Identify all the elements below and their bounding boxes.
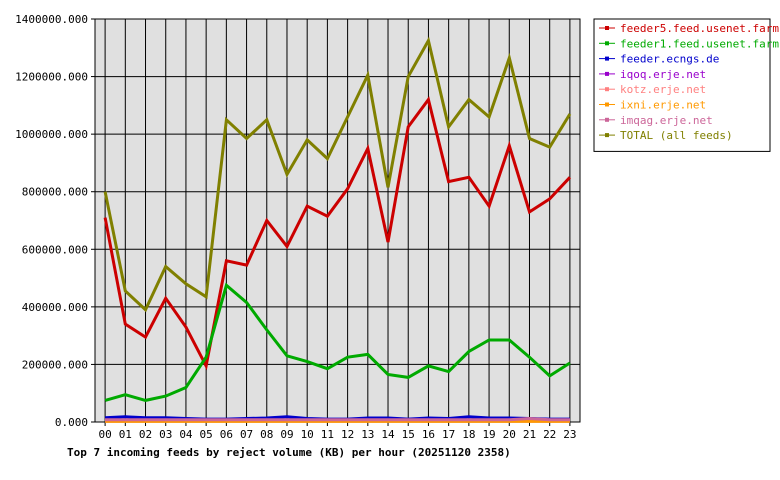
legend-label: iqoq.erje.net — [620, 68, 706, 81]
x-tick-label: 19 — [482, 428, 495, 441]
x-tick-label: 08 — [260, 428, 273, 441]
y-tick-label: 400000.000 — [22, 301, 88, 314]
x-tick-label: 00 — [98, 428, 111, 441]
x-axis-ticks: 00 01 02 03 04 05 06 07 08 09 10 11 12 13 14 15 16 17 18 19… — [98, 422, 577, 441]
x-tick-label: 13 — [361, 428, 374, 441]
y-tick-label: 800000.000 — [22, 186, 88, 199]
legend-label: feeder.ecngs.de — [620, 53, 719, 66]
x-tick-label: 12 — [341, 428, 354, 441]
x-tick-label: 04 — [179, 428, 193, 441]
legend-marker — [605, 56, 609, 61]
legend-marker — [605, 41, 609, 46]
legend-label: ixni.erje.net — [620, 99, 706, 112]
y-tick-label: 1200000.000 — [15, 71, 88, 84]
x-tick-label: 14 — [381, 428, 395, 441]
y-tick-label: 1400000.000 — [15, 13, 88, 26]
legend-box — [593, 18, 771, 152]
y-tick-label: 0.000 — [55, 416, 88, 429]
x-tick-label: 22 — [543, 428, 556, 441]
x-tick-label: 18 — [462, 428, 475, 441]
x-tick-label: 06 — [220, 428, 233, 441]
x-tick-label: 01 — [119, 428, 132, 441]
x-tick-label: 11 — [321, 428, 334, 441]
legend-marker — [605, 26, 609, 30]
x-tick-label: 10 — [301, 428, 314, 441]
series-line-1 — [104, 282, 571, 402]
x-tick-label: 03 — [159, 428, 172, 441]
legend-marker — [605, 87, 609, 92]
x-tick-label: 20 — [503, 428, 516, 441]
series-line-6 — [105, 416, 570, 422]
x-tick-label: 07 — [240, 428, 253, 441]
series-lines — [103, 36, 572, 423]
x-tick-label: 15 — [402, 428, 415, 441]
legend-marker — [605, 117, 609, 122]
y-tick-label: 600000.000 — [22, 243, 88, 256]
legend-label: feeder1.feed.usenet.farm — [620, 37, 779, 50]
x-tick-label: 21 — [523, 428, 536, 441]
legend-label: feeder5.feed.usenet.farm — [620, 22, 779, 35]
legend-marker — [605, 71, 609, 76]
x-tick-label: 16 — [422, 428, 435, 441]
legend-marker — [605, 133, 609, 138]
y-tick-label: 1000000.000 — [15, 128, 88, 141]
chart-title: Top 7 incoming feeds by reject volume (K… — [67, 446, 511, 459]
legend-label: imqag.erje.net — [620, 114, 713, 127]
x-tick-label: 17 — [442, 428, 455, 441]
legend: feeder5.feed.usenet.farm feeder1.feed.use… — [593, 18, 779, 152]
y-tick-label: 200000.000 — [22, 358, 88, 371]
series-line-0 — [103, 96, 571, 371]
x-tick-label: 09 — [280, 428, 293, 441]
legend-marker — [605, 102, 609, 107]
legend-label: TOTAL (all feeds) — [620, 129, 733, 142]
series-line-7 — [103, 36, 572, 313]
legend-label: kotz.erje.net — [620, 83, 706, 96]
y-axis-ticks: 0.000 200000.000 400000.000 600000.000 80000… — [15, 13, 95, 429]
x-tick-label: 02 — [139, 428, 152, 441]
x-tick-label: 05 — [200, 428, 213, 441]
x-tick-label: 23 — [563, 428, 576, 441]
